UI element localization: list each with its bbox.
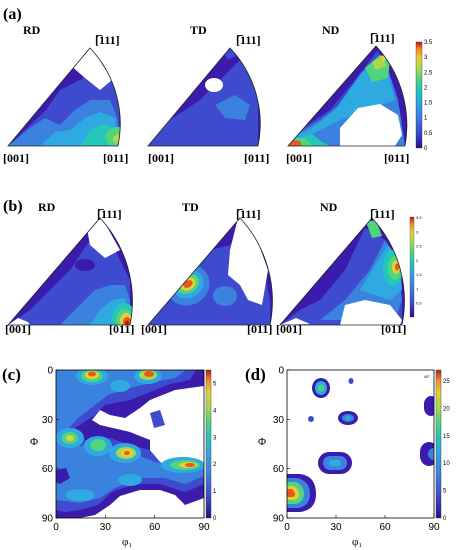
panel-a-rd-right-pole: [011] (103, 151, 128, 165)
panel-b-rd-top-pole: [̅111] (97, 207, 122, 221)
x-tick-label: 0 (53, 522, 59, 533)
colorbar-tick-label: 10 (443, 461, 450, 467)
y-tick-label: 90 (42, 514, 54, 525)
panel-b-nd-title: ND (320, 200, 338, 214)
panel-a-td-pole-figure: TD [̅111] [001] [011] (147, 23, 269, 165)
colorbar-tick-label: 0 (424, 146, 428, 152)
colorbar-tick-label: 15 (443, 434, 450, 440)
x-tick-label: 0 (284, 522, 290, 533)
y-tick-label: 90 (273, 514, 285, 525)
panel-d-xlabel: φ₁ (352, 536, 362, 548)
x-tick-label: 30 (100, 522, 112, 533)
panel-b-label: (b) (3, 198, 23, 215)
panel-a-rd-pole-figure: RD [̅111] [001] [011] (3, 23, 128, 165)
panel-b-nd-left-pole: [001] (276, 322, 302, 336)
colorbar-tick-label: 0.5 (424, 131, 433, 137)
panel-d-axes-frame (286, 369, 435, 519)
panel-c-label: (c) (2, 365, 21, 384)
panel-a-nd-left-pole: [001] (286, 151, 312, 165)
panel-a-td-title: TD (190, 23, 207, 37)
panel-b-rd-left-pole: [001] (5, 322, 31, 336)
colorbar-tick-label: 3.5 (416, 215, 422, 220)
colorbar-tick-label: 20 (443, 406, 450, 412)
colorbar-tick-label: 5 (213, 381, 217, 387)
panel-c-colorbar: 0 1 2 3 4 5 (205, 369, 217, 522)
panel-d-label: (d) (245, 365, 266, 384)
colorbar-tick-label: 25 (443, 379, 450, 385)
colorbar-tick-label: 1 (416, 286, 419, 291)
colorbar-tick-label: 0.5 (416, 301, 422, 306)
panel-c-odf-section (56, 370, 204, 518)
panel-b-colorbar: 0.5 1 1.5 2 2.5 3 3.5 (409, 215, 422, 318)
colorbar-tick-label: 3 (424, 55, 428, 61)
panel-a-nd-right-pole: [011] (384, 151, 409, 165)
panel-c: (c) (2, 365, 217, 548)
colorbar-tick-label: 2.5 (424, 70, 433, 76)
y-tick-label: 0 (47, 366, 53, 377)
panel-c-xlabel: φ₁ (122, 536, 132, 548)
x-tick-label: 90 (198, 522, 210, 533)
colorbar-tick-label: 4 (213, 408, 217, 414)
colorbar-tick-label: 1 (213, 489, 217, 495)
colorbar-tick-label: 5 (443, 489, 447, 495)
colorbar-tick-label: 1.5 (424, 101, 433, 107)
panel-a-colorbar: 0 0.5 1 1.5 2 2.5 3 3.5 (415, 40, 433, 152)
panel-c-axes-frame (55, 369, 205, 519)
panel-b-nd-pole-figure: ND [̅111] [001] [011] (276, 200, 406, 336)
panel-d-colorbar: 0 5 10 15 20 25 (435, 369, 450, 522)
panel-b-rd-right-pole: [011] (109, 322, 134, 336)
panel-a-rd-left-pole: [001] (3, 151, 29, 165)
colorbar-tick-label: 2.5 (416, 244, 422, 249)
panel-b-td-title: TD (182, 200, 199, 214)
panel-b-td-left-pole: [001] (141, 322, 167, 336)
panel-c-ylabel: Φ (30, 436, 38, 448)
colorbar-tick-label: 3 (416, 229, 419, 234)
panel-a-td-left-pole: [001] (148, 151, 174, 165)
colorbar-tick-label: 1.5 (416, 272, 422, 277)
panel-a-nd-pole-figure: ND [̅111] [001] [011] (286, 23, 409, 165)
panel-b-td-top-pole: [̅111] (236, 207, 261, 221)
panel-b-rd-title: RD (38, 200, 56, 214)
panel-a-td-right-pole: [011] (244, 151, 269, 165)
panel-b: (b) RD [̅111] [001] [011] (3, 198, 422, 336)
colorbar-tick-label: 3.5 (424, 40, 433, 46)
colorbar-tick-label: 0 (443, 516, 447, 522)
panel-d-corner-text: 45° (424, 374, 430, 379)
colorbar-tick-label: 2 (213, 462, 217, 468)
panel-d-odf-section (287, 370, 434, 518)
panel-b-nd-top-pole: [̅111] (370, 207, 395, 221)
colorbar-tick-label: 1 (424, 116, 428, 122)
x-tick-label: 90 (428, 522, 440, 533)
panel-d-ylabel: Φ (258, 436, 266, 448)
x-tick-label: 60 (379, 522, 391, 533)
panel-b-td-right-pole: [011] (247, 322, 272, 336)
panel-a: (a) RD [̅111] [001] [011] (3, 6, 433, 165)
panel-a-label: (a) (3, 6, 22, 23)
panel-a-rd-top-pole: [̅111] (95, 33, 120, 47)
panel-a-nd-title: ND (322, 23, 340, 37)
x-tick-label: 30 (330, 522, 342, 533)
y-tick-label: 60 (273, 464, 285, 475)
y-tick-label: 30 (273, 415, 285, 426)
panel-a-td-top-pole: [̅111] (236, 33, 261, 47)
y-tick-label: 30 (42, 415, 54, 426)
colorbar-tick-label: 2 (424, 85, 428, 91)
panel-b-rd-pole-figure: RD [̅111] [001] [011] (5, 200, 134, 336)
x-tick-label: 60 (149, 522, 161, 533)
colorbar-tick-label: 2 (416, 258, 419, 263)
y-tick-label: 0 (278, 366, 284, 377)
panel-b-nd-right-pole: [011] (381, 322, 406, 336)
colorbar-tick-label: 3 (213, 435, 217, 441)
panel-b-td-pole-figure: TD [̅111] [001] [011] (141, 200, 273, 336)
panel-a-rd-title: RD (23, 23, 41, 37)
colorbar-tick-label: 0 (213, 516, 217, 522)
panel-a-nd-top-pole: [̅111] (370, 31, 395, 45)
y-tick-label: 60 (42, 464, 54, 475)
